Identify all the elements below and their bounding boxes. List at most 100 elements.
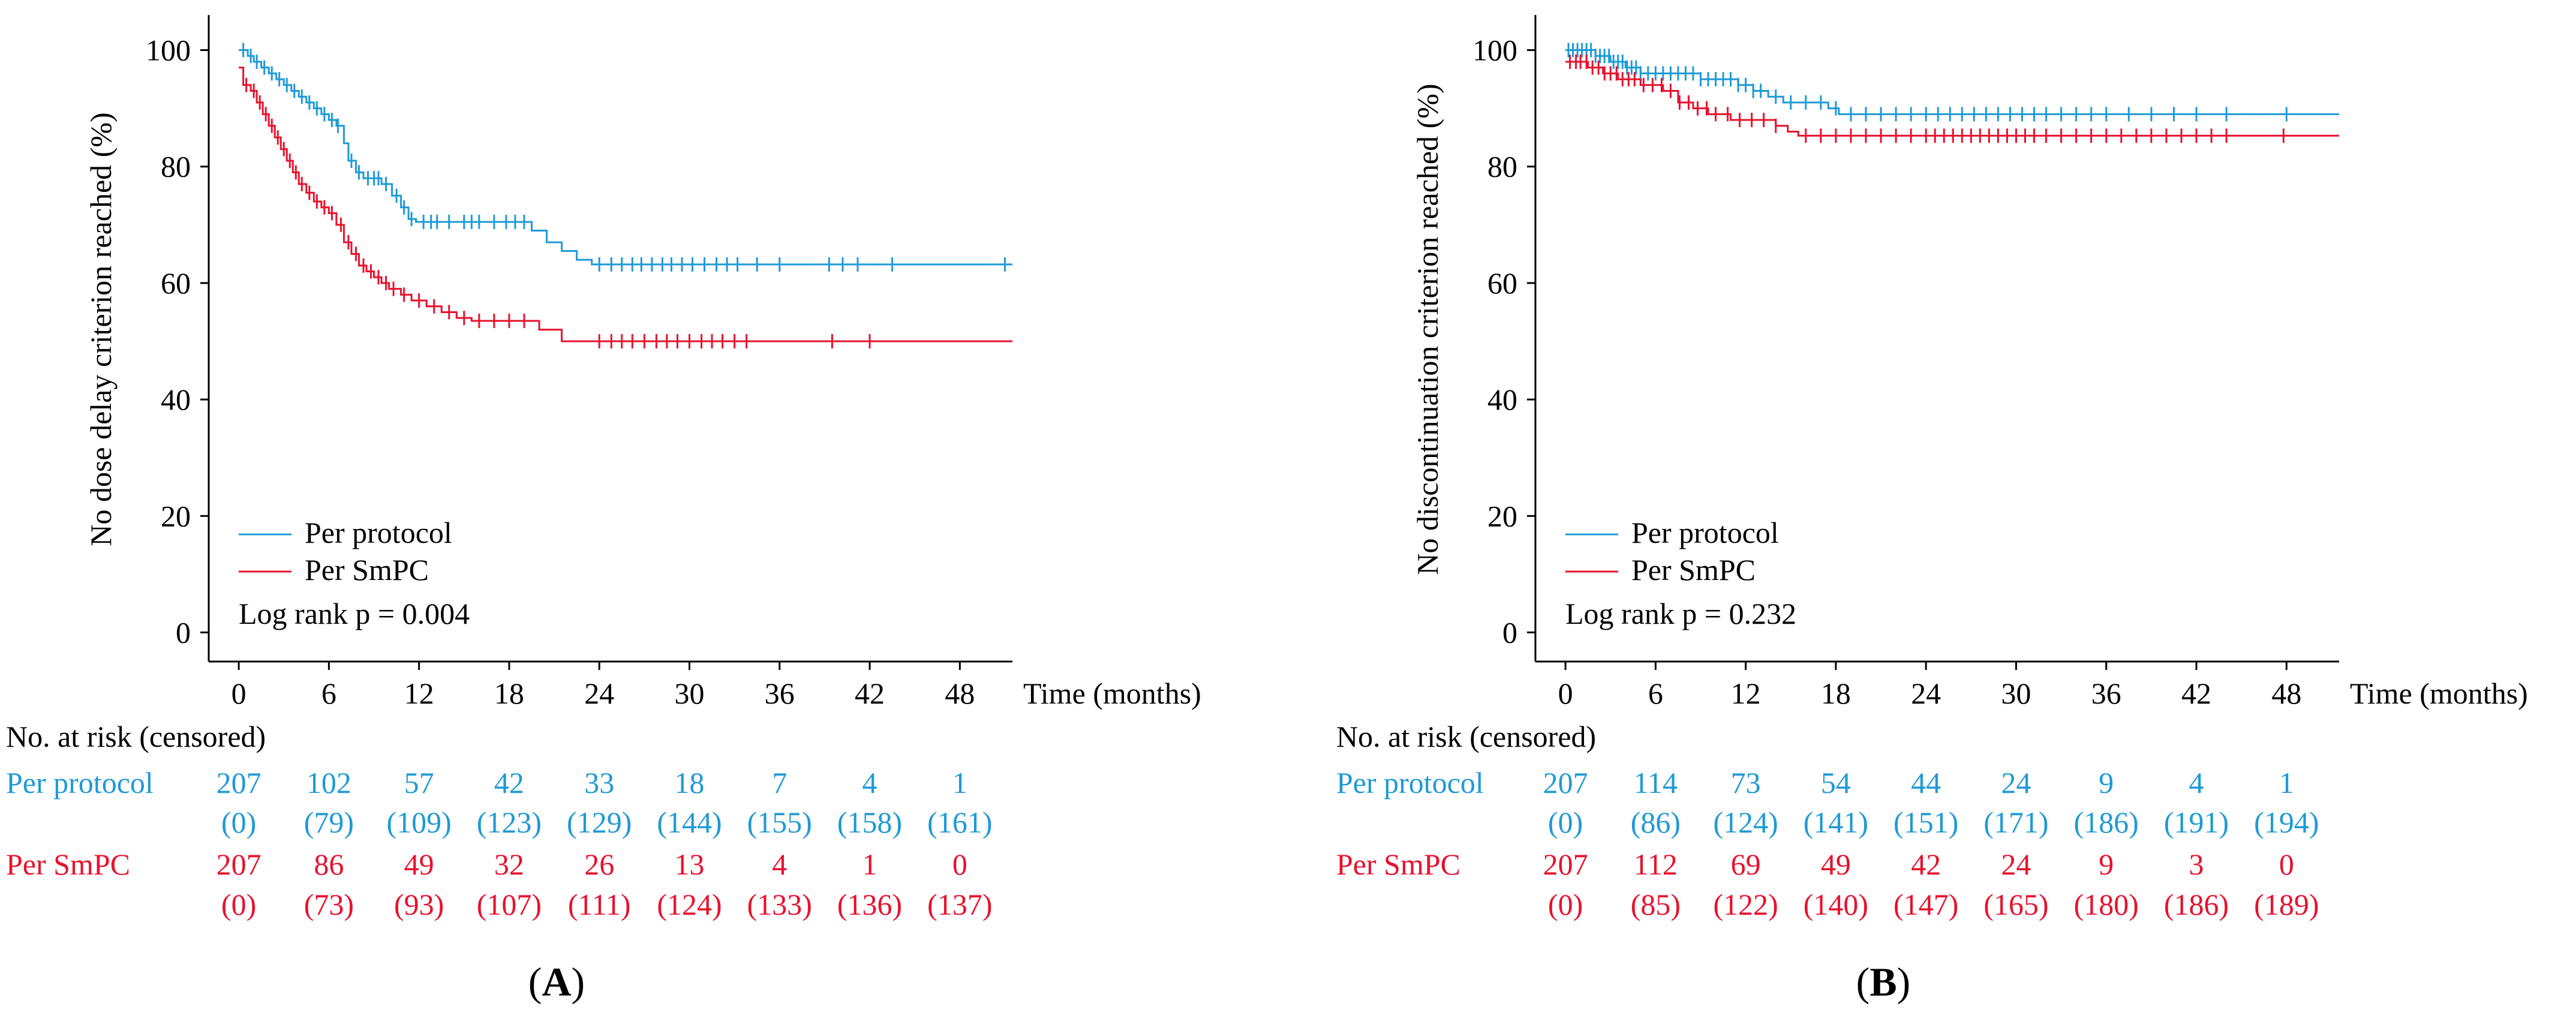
censored-count: (155) xyxy=(747,805,812,839)
censored-count: (141) xyxy=(1803,805,1868,839)
at-risk-count: 4 xyxy=(772,847,787,881)
x-tick-label: 18 xyxy=(1821,677,1851,710)
censored-count: (133) xyxy=(747,888,812,921)
at-risk-count: 207 xyxy=(217,847,261,881)
at-risk-count: 1 xyxy=(952,766,967,799)
at-risk-count: 207 xyxy=(1543,847,1588,881)
at-risk-count: 4 xyxy=(862,766,877,799)
x-tick-label: 30 xyxy=(2001,677,2031,710)
log-rank-annotation: Log rank p = 0.232 xyxy=(1565,597,1796,630)
km-curve-per-smpc xyxy=(239,67,1012,342)
km-curve-per-smpc xyxy=(1565,61,2339,137)
y-tick-label: 20 xyxy=(1487,499,1517,533)
legend-label-per-protocol: Per protocol xyxy=(305,516,452,549)
series-per-protocol xyxy=(239,43,1012,272)
x-tick-label: 12 xyxy=(404,677,434,710)
censored-count: (151) xyxy=(1893,805,1958,839)
at-risk-count: 49 xyxy=(404,847,434,881)
at-risk-count: 3 xyxy=(2189,847,2204,881)
x-tick-label: 18 xyxy=(494,677,524,710)
censored-count: (123) xyxy=(477,805,542,839)
y-tick-label: 40 xyxy=(161,383,191,416)
series-per-smpc xyxy=(1565,54,2339,143)
x-tick-label: 36 xyxy=(765,677,795,710)
at-risk-count: 73 xyxy=(1731,766,1761,799)
panel-letter: A xyxy=(542,959,571,1005)
x-tick-label: 48 xyxy=(2271,677,2301,710)
series-per-smpc xyxy=(239,67,1012,348)
y-tick-label: 60 xyxy=(1487,266,1517,300)
at-risk-count: 54 xyxy=(1821,766,1851,799)
y-tick-label: 80 xyxy=(161,150,191,184)
x-tick-label: 24 xyxy=(1911,677,1941,710)
legend-label-per-smpc: Per SmPC xyxy=(1631,553,1756,587)
at-risk-count: 0 xyxy=(2279,847,2294,881)
series-per-protocol xyxy=(1565,43,2339,122)
risk-table-header: No. at risk (censored) xyxy=(6,720,266,753)
censored-count: (186) xyxy=(2164,888,2229,921)
at-risk-count: 69 xyxy=(1731,847,1761,881)
censored-count: (124) xyxy=(1713,805,1778,839)
at-risk-count: 207 xyxy=(217,766,261,799)
censored-count: (109) xyxy=(386,805,451,839)
censored-count: (86) xyxy=(1631,805,1681,839)
censored-count: (186) xyxy=(2074,805,2139,839)
at-risk-count: 102 xyxy=(306,766,351,799)
x-tick-label: 36 xyxy=(2091,677,2121,710)
at-risk-count: 0 xyxy=(952,847,967,881)
x-tick-label: 30 xyxy=(674,677,704,710)
censored-count: (171) xyxy=(1983,805,2048,839)
risk-table-header: No. at risk (censored) xyxy=(1336,720,1596,753)
y-tick-label: 20 xyxy=(161,499,191,533)
at-risk-count: 57 xyxy=(404,766,434,799)
at-risk-count: 207 xyxy=(1543,766,1588,799)
y-tick-label: 60 xyxy=(161,266,191,300)
y-tick-label: 100 xyxy=(1472,34,1517,67)
x-tick-label: 0 xyxy=(1558,677,1573,710)
km-curve-per-protocol xyxy=(239,49,1012,266)
at-risk-count: 32 xyxy=(494,847,524,881)
x-tick-label: 42 xyxy=(855,677,885,710)
censored-count: (129) xyxy=(567,805,632,839)
censored-count: (85) xyxy=(1631,888,1681,921)
at-risk-count: 112 xyxy=(1634,847,1678,881)
censored-count: (0) xyxy=(221,805,256,839)
y-tick-label: 0 xyxy=(176,615,191,649)
censored-count: (136) xyxy=(837,888,902,921)
legend-label-per-smpc: Per SmPC xyxy=(305,553,429,587)
risk-table: No. at risk (censored)Per protocol 207 102… xyxy=(6,720,992,921)
censored-count: (122) xyxy=(1713,888,1778,921)
at-risk-count: 1 xyxy=(2279,766,2294,799)
at-risk-count: 18 xyxy=(674,766,704,799)
at-risk-count: 114 xyxy=(1634,766,1678,799)
at-risk-count: 42 xyxy=(494,766,524,799)
x-tick-label: 0 xyxy=(232,677,247,710)
log-rank-annotation: Log rank p = 0.004 xyxy=(239,597,470,630)
censored-count: (73) xyxy=(304,888,354,921)
censored-count: (0) xyxy=(221,888,256,921)
y-tick-label: 0 xyxy=(1502,615,1517,649)
risk-row-label-per-smpc: Per SmPC xyxy=(6,847,130,881)
censored-count: (144) xyxy=(657,805,722,839)
censored-count: (111) xyxy=(568,888,631,921)
at-risk-count: 24 xyxy=(2001,766,2031,799)
x-axis-title: Time (months) xyxy=(2350,677,2528,710)
at-risk-count: 24 xyxy=(2001,847,2031,881)
at-risk-count: 1 xyxy=(862,847,877,881)
censored-count: (180) xyxy=(2074,888,2139,921)
risk-row-label-per-protocol: Per protocol xyxy=(6,766,154,799)
y-tick-label: 80 xyxy=(1487,150,1517,184)
censored-count: (140) xyxy=(1803,888,1868,921)
censored-count: (137) xyxy=(927,888,992,921)
y-axis-title: No dose delay criterion reached (%) xyxy=(84,112,118,546)
x-tick-label: 42 xyxy=(2181,677,2211,710)
x-axis-title: Time (months) xyxy=(1023,677,1201,710)
censored-count: (189) xyxy=(2254,888,2319,921)
at-risk-count: 26 xyxy=(584,847,614,881)
censored-count: (79) xyxy=(304,805,354,839)
risk-row-label-per-protocol: Per protocol xyxy=(1336,766,1484,799)
x-tick-label: 12 xyxy=(1731,677,1761,710)
